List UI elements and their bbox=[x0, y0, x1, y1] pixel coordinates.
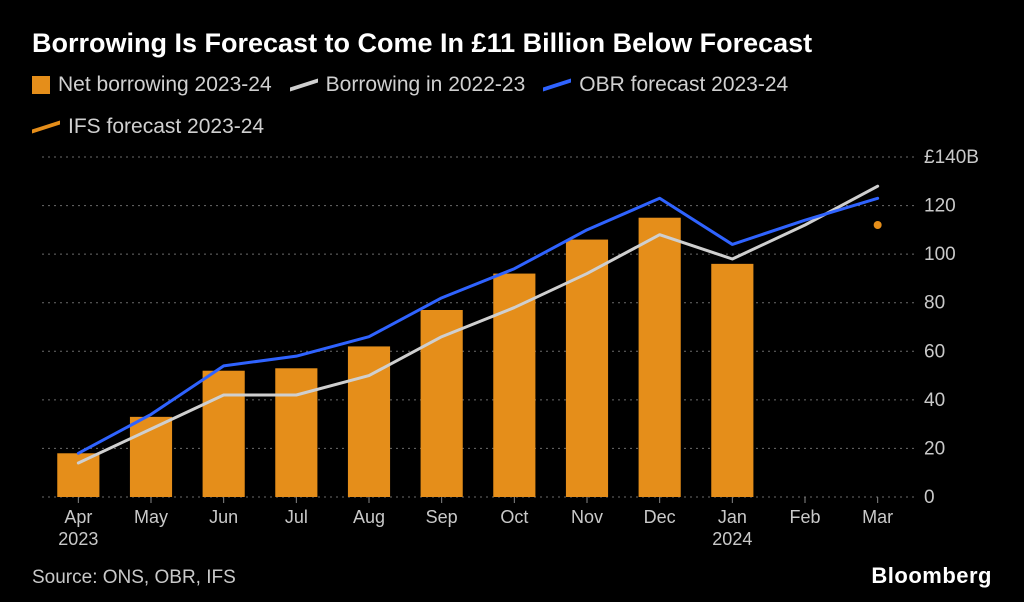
legend-swatch-line bbox=[543, 78, 571, 91]
y-tick-label: 0 bbox=[924, 487, 935, 508]
x-tick-label: Aug bbox=[353, 507, 385, 527]
x-tick-label: May bbox=[134, 507, 168, 527]
y-tick-label: 20 bbox=[924, 438, 945, 459]
legend-label: IFS forecast 2023-24 bbox=[68, 115, 264, 139]
x-tick-label: Dec bbox=[644, 507, 676, 527]
legend-item: OBR forecast 2023-24 bbox=[543, 73, 788, 97]
x-tick-label: Mar bbox=[862, 507, 893, 527]
legend-swatch-line bbox=[290, 78, 318, 91]
bar bbox=[566, 240, 608, 497]
x-tick-label: Jul bbox=[285, 507, 308, 527]
legend-item: Borrowing in 2022-23 bbox=[290, 73, 526, 97]
legend: Net borrowing 2023-24 Borrowing in 2022-2… bbox=[32, 73, 992, 139]
legend-label: Net borrowing 2023-24 bbox=[58, 73, 272, 97]
y-tick-label: 40 bbox=[924, 390, 945, 411]
y-tick-label: 60 bbox=[924, 341, 945, 362]
source-line: Source: ONS, OBR, IFS bbox=[32, 567, 236, 589]
legend-label: OBR forecast 2023-24 bbox=[579, 73, 788, 97]
x-tick-label: Apr bbox=[64, 507, 92, 527]
line-series bbox=[78, 186, 877, 463]
x-tick-sublabel: 2024 bbox=[712, 529, 752, 549]
legend-item: Net borrowing 2023-24 bbox=[32, 73, 272, 97]
chart-title: Borrowing Is Forecast to Come In £11 Bil… bbox=[32, 28, 992, 59]
y-tick-label: 100 bbox=[924, 244, 956, 265]
x-tick-label: Jun bbox=[209, 507, 238, 527]
bar bbox=[275, 368, 317, 497]
x-tick-label: Oct bbox=[500, 507, 528, 527]
bar bbox=[203, 371, 245, 497]
y-tick-label: 80 bbox=[924, 293, 945, 314]
legend-swatch-box bbox=[32, 76, 50, 94]
legend-swatch-line bbox=[32, 120, 60, 133]
x-tick-label: Sep bbox=[426, 507, 458, 527]
y-tick-label: £140B bbox=[924, 149, 979, 168]
line-series bbox=[78, 198, 877, 453]
x-tick-sublabel: 2023 bbox=[58, 529, 98, 549]
legend-item: IFS forecast 2023-24 bbox=[32, 115, 264, 139]
brand-wordmark: Bloomberg bbox=[871, 563, 992, 589]
bar bbox=[711, 264, 753, 497]
bar bbox=[57, 453, 99, 497]
chart-area: 0 20 40 60 80 100 120 £140B Apr2023 May Jun Jul Aug S… bbox=[32, 149, 992, 549]
point-marker bbox=[874, 221, 882, 229]
chart-svg: 0 20 40 60 80 100 120 £140B Apr2023 May Jun Jul Aug S… bbox=[32, 149, 992, 549]
legend-label: Borrowing in 2022-23 bbox=[326, 73, 526, 97]
y-tick-label: 120 bbox=[924, 196, 956, 217]
x-tick-label: Jan bbox=[718, 507, 747, 527]
bar bbox=[639, 218, 681, 497]
x-tick-label: Feb bbox=[789, 507, 820, 527]
x-tick-label: Nov bbox=[571, 507, 603, 527]
